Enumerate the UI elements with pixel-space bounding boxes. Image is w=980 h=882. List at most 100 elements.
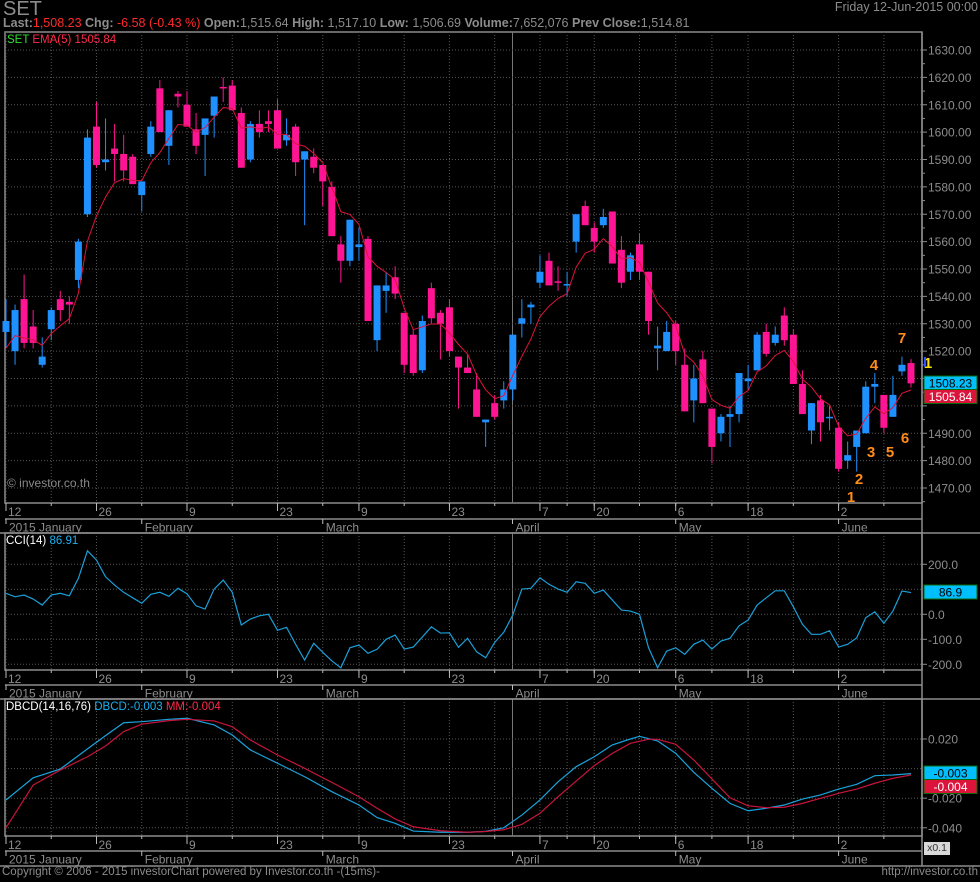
candle-body [382, 285, 390, 291]
candle-body [427, 288, 435, 319]
candle [654, 326, 662, 371]
candle [11, 304, 19, 365]
candle-body [735, 373, 743, 415]
high-label: High: [292, 16, 325, 30]
candle [427, 282, 435, 324]
cci-tick-label: -200.0 [928, 658, 962, 672]
last-price-badge-text: 1508.23 [929, 377, 973, 391]
low-value: 1,506.69 [412, 16, 462, 30]
candle-body [581, 206, 589, 226]
candle-body [301, 151, 309, 160]
date-tick-label: 23 [280, 672, 294, 686]
candle [391, 266, 399, 300]
candle-body [147, 126, 155, 155]
candle [328, 181, 336, 237]
price-tick-label: 1630.00 [928, 44, 972, 58]
candle [382, 271, 390, 313]
candle [771, 326, 779, 346]
open-label: Open: [203, 16, 240, 30]
candle [102, 118, 110, 171]
price-tick-label: 1580.00 [928, 180, 972, 194]
candle [708, 408, 716, 464]
candle [29, 310, 37, 349]
dbcd-line [5, 717, 912, 833]
site-link[interactable]: http://investor.co.th [881, 866, 978, 878]
candle-body [826, 416, 834, 419]
wave-annotation: 1 [924, 355, 932, 372]
candle-body [699, 359, 707, 404]
cci-badge: 86.9 [923, 584, 978, 600]
quote-summary: Last:1,508.23 Chg: -6.58 (-0.43 %) Open:… [3, 16, 689, 30]
scale-button[interactable]: x0.1 [924, 842, 950, 855]
candle-body [201, 118, 209, 135]
legend-symbol: SET [7, 34, 30, 46]
candle-body [599, 216, 607, 226]
date-tick-label: 9 [361, 672, 368, 686]
candle [138, 181, 146, 212]
candle-body [120, 154, 128, 171]
candle-body [762, 331, 770, 354]
candle-body [518, 318, 526, 324]
mm-line [5, 718, 912, 833]
cci-tick-label: -100.0 [928, 633, 962, 647]
candle [38, 337, 46, 368]
date-tick-label: 12 [8, 672, 22, 686]
candle-body [554, 281, 562, 283]
candle [617, 236, 625, 289]
month-label: March [326, 521, 359, 535]
candle [907, 359, 915, 388]
candle-body [283, 134, 291, 141]
grid-layer: 1630.00 1620.00 1610.00 1600.00 1590.00 1580.… [0, 31, 980, 867]
candle [780, 307, 788, 346]
candle-body [789, 334, 797, 384]
date-tick-label: 26 [99, 838, 113, 852]
candle-body [310, 156, 318, 168]
volume-value: 7,652,076 [512, 16, 569, 30]
candle-body [536, 271, 544, 283]
candle-body [645, 271, 653, 322]
dbcd-legend: DBCD(14,16,76) DBCD:-0.003 MM:-0.004 [6, 701, 221, 713]
candle-body [29, 326, 37, 343]
candle-body [47, 310, 55, 330]
candle [636, 233, 643, 280]
candle [608, 211, 616, 264]
date-tick-label: 9 [361, 505, 368, 519]
date-tick-label: 2 [841, 838, 848, 852]
change-label: Chg: [85, 16, 114, 30]
month-label: June [842, 853, 868, 867]
price-tick-label: 1550.00 [928, 263, 972, 277]
cci-value: 86.91 [49, 535, 79, 547]
month-label: May [679, 853, 702, 867]
dbcd-title: DBCD(14,16,76) [6, 701, 92, 713]
candle [844, 441, 852, 469]
candle-body [491, 403, 499, 417]
candle-body [264, 121, 272, 124]
candle [183, 91, 191, 127]
candle-body [807, 403, 815, 431]
candle-body [862, 386, 870, 434]
candle [20, 274, 28, 349]
candle-body [102, 159, 110, 163]
candle-body [590, 227, 598, 242]
candle [581, 200, 589, 226]
candle [237, 107, 245, 168]
candle-body [56, 299, 64, 311]
candle [835, 422, 843, 472]
high-value: 1,517.10 [327, 16, 377, 30]
low-label: Low: [379, 16, 409, 30]
wave-annotation: 2 [855, 471, 863, 488]
date-tick-label: 23 [280, 505, 294, 519]
candle [681, 348, 689, 412]
candle-body [880, 394, 888, 428]
wave-annotation: 3 [867, 444, 875, 461]
date-tick-label: 20 [596, 505, 610, 519]
dbcd-badge-text: -0.003 [933, 767, 967, 781]
date-tick-label: 20 [596, 672, 610, 686]
month-label: 2015 January [9, 687, 82, 701]
candle-body [156, 88, 164, 133]
candle [473, 373, 481, 417]
last-price-badge: 1508.23 [923, 375, 978, 391]
candle-body [717, 416, 725, 434]
annotation-marker [924, 357, 926, 367]
